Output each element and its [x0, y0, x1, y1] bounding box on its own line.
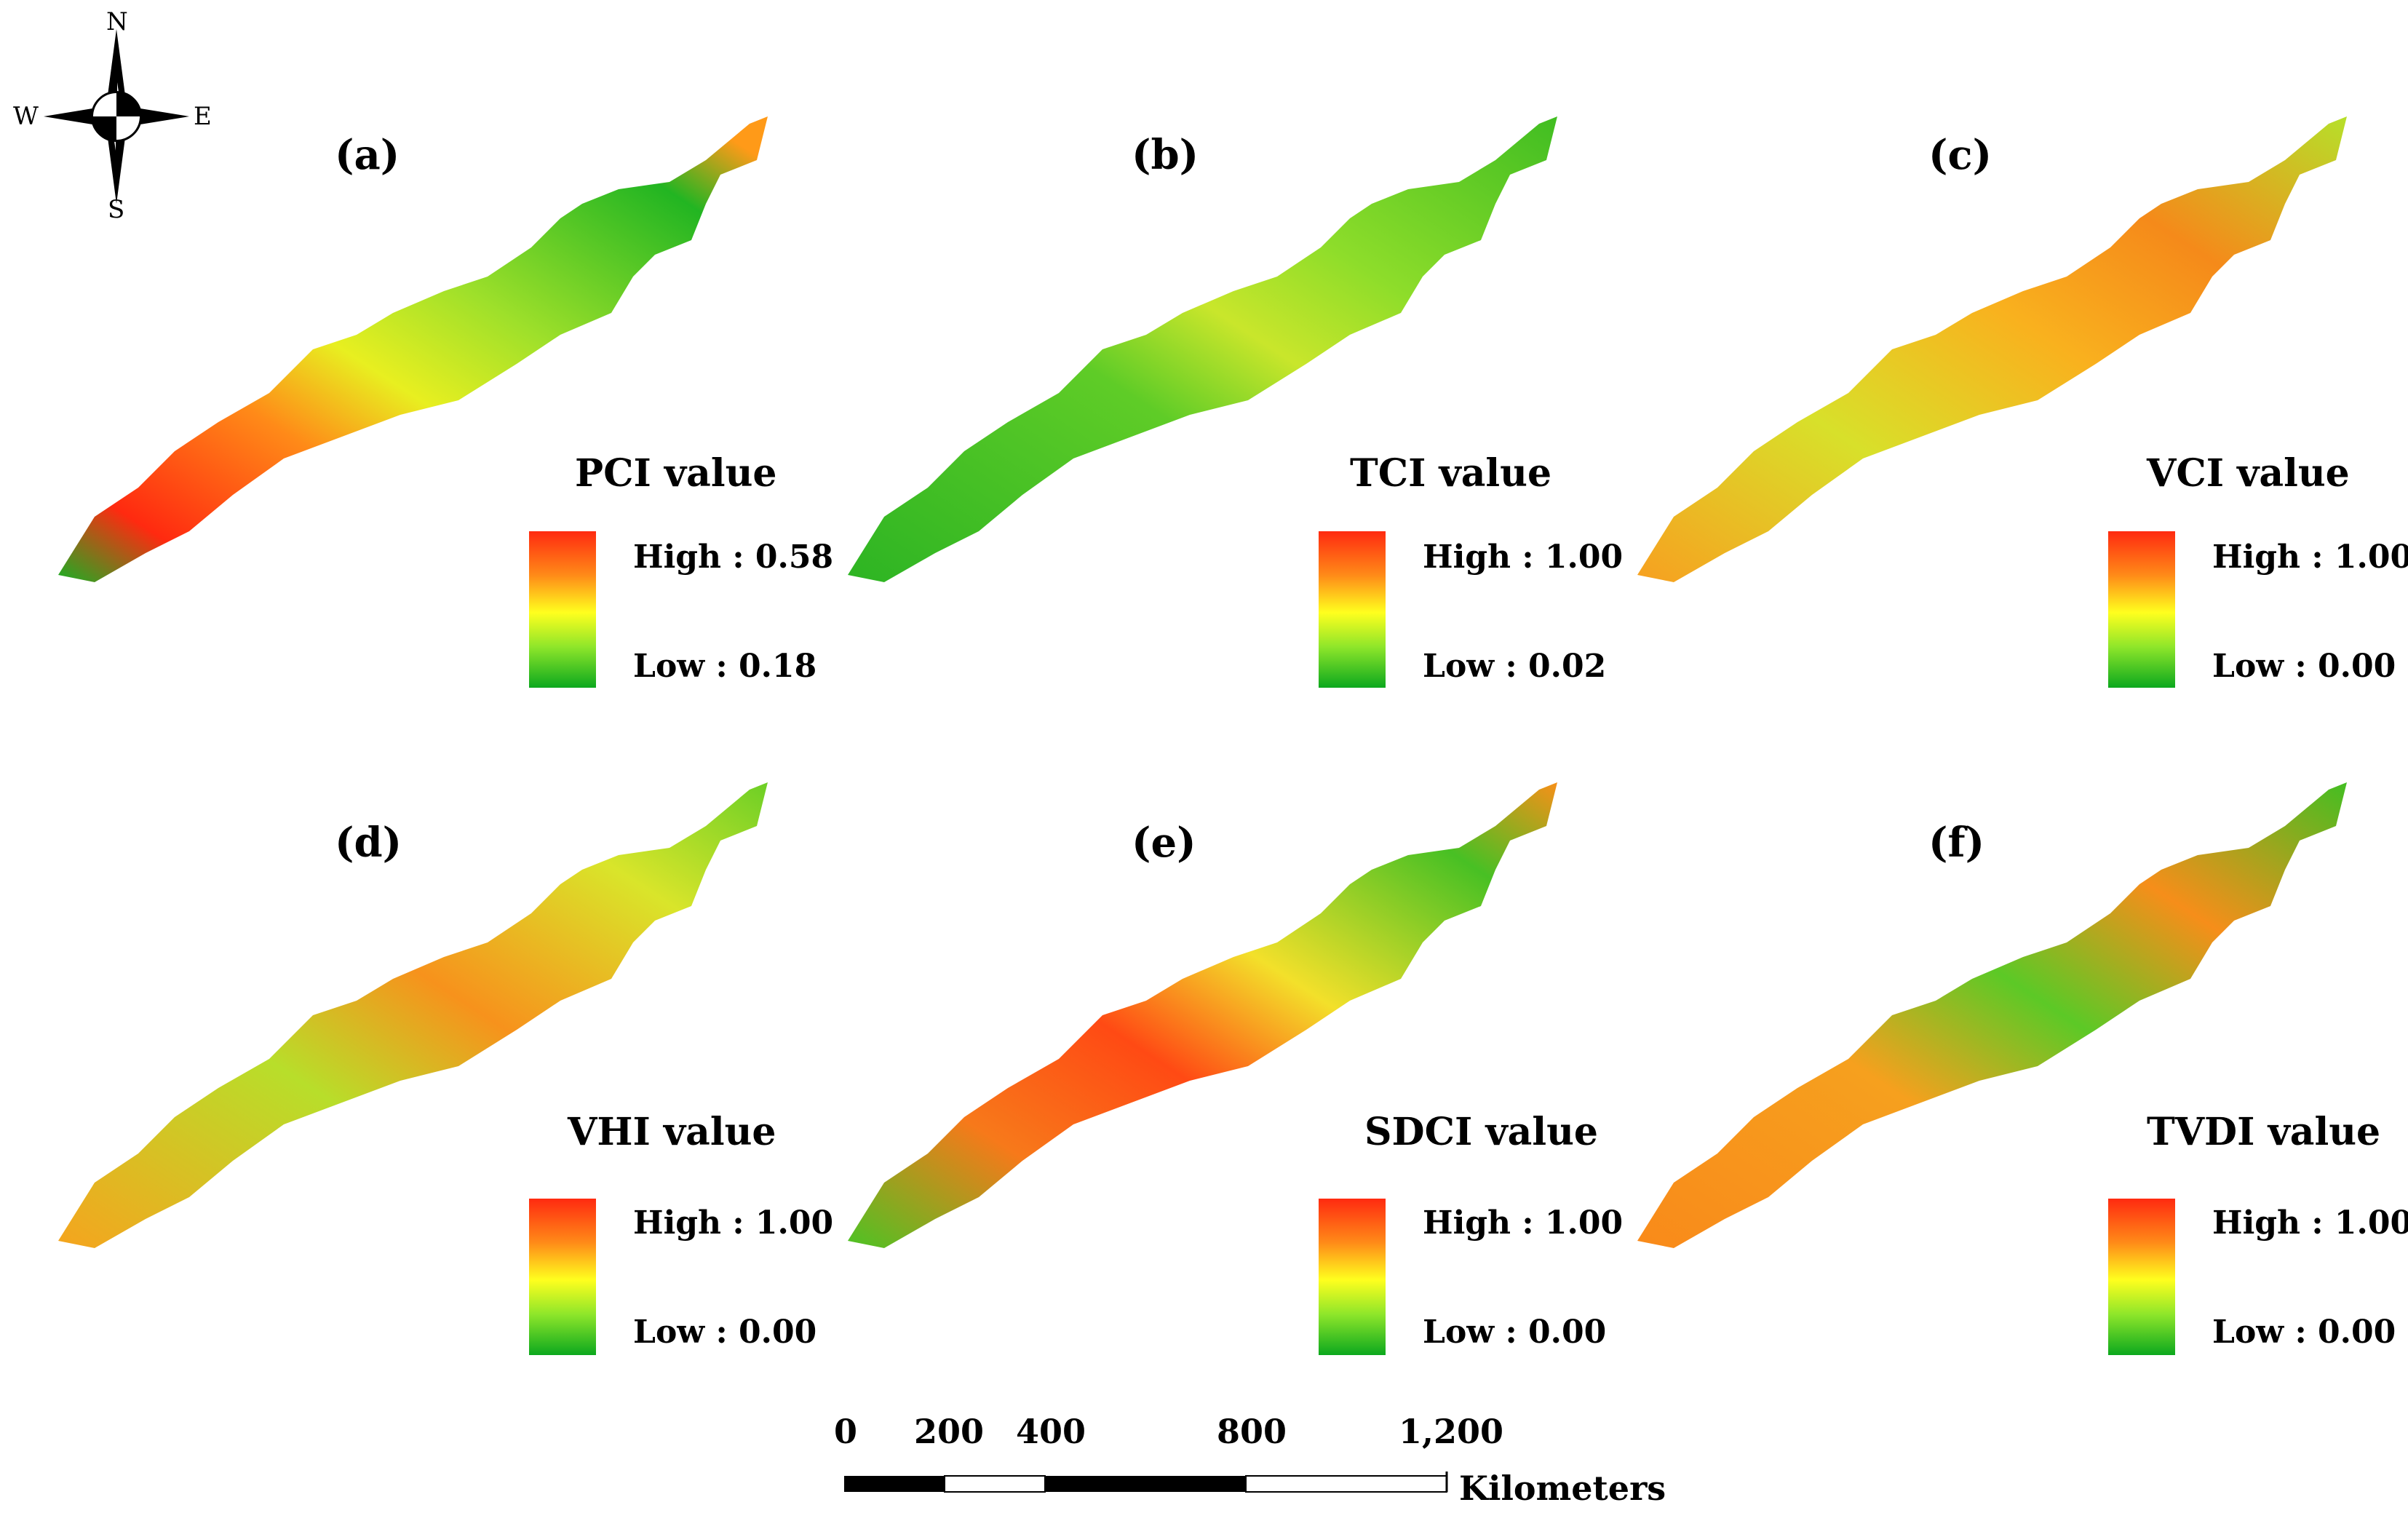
map-region-sdci	[848, 782, 1557, 1248]
legend-low: Low : 0.00	[1423, 1314, 1607, 1351]
legend-title: TCI value	[1350, 451, 1552, 496]
panel-label: (a)	[335, 131, 400, 179]
legend-low: Low : 0.00	[2212, 648, 2396, 685]
legend-high: High : 1.00	[1423, 1204, 1624, 1242]
legend-color-ramp	[1319, 1199, 1386, 1355]
compass-rose: N S W E	[0, 0, 233, 233]
panel-label: (f)	[1928, 819, 1985, 867]
compass-south: S	[108, 195, 125, 224]
legend-color-ramp	[2108, 1199, 2175, 1355]
scale-tick-label: 800	[1217, 1412, 1287, 1451]
compass-west: W	[13, 102, 39, 131]
legend-high: High : 0.58	[633, 539, 834, 576]
legend-title: VCI value	[2147, 451, 2350, 496]
legend-color-ramp	[2108, 531, 2175, 688]
map-region-tvdi	[1637, 782, 2347, 1248]
panel-vci: (c) VCI value High : 1.00 Low : 0.00	[1630, 109, 2408, 822]
legend-high: High : 1.00	[1423, 539, 1624, 576]
legend-high: High : 1.00	[633, 1204, 834, 1242]
panel-label: (b)	[1132, 131, 1199, 179]
map-region-vci	[1637, 116, 2347, 582]
panel-label: (e)	[1132, 819, 1196, 867]
legend-low: Low : 0.00	[633, 1314, 817, 1351]
scale-tick-label: 200	[914, 1412, 985, 1451]
legend-color-ramp	[529, 531, 596, 688]
scale-bar: 0 200 400 800 1,200 Kilometers	[834, 1412, 1717, 1508]
scale-tick-label: 0	[834, 1412, 858, 1451]
legend-high: High : 1.00	[2212, 1204, 2408, 1242]
scale-bar-graphic	[844, 1472, 1448, 1493]
panel-sdci: (e) SDCI value High : 1.00 Low : 0.00	[841, 775, 1641, 1488]
legend-low: Low : 0.02	[1423, 648, 1607, 685]
legend-low: Low : 0.18	[633, 648, 817, 685]
legend-title: VHI value	[568, 1110, 776, 1154]
legend-color-ramp	[529, 1199, 596, 1355]
scale-tick-label: 1,200	[1399, 1412, 1504, 1451]
scale-tick-label: 400	[1016, 1412, 1086, 1451]
compass-east: E	[194, 102, 212, 131]
legend-low: Low : 0.00	[2212, 1314, 2396, 1351]
legend-high: High : 1.00	[2212, 539, 2408, 576]
legend-title: PCI value	[575, 451, 777, 496]
compass-icon	[44, 29, 189, 204]
panel-label: (c)	[1928, 131, 1992, 179]
panel-pci: (a) PCI value High : 0.58 Low : 0.18	[51, 109, 851, 822]
panel-label: (d)	[335, 819, 402, 867]
legend-title: TVDI value	[2147, 1110, 2381, 1154]
legend-title: SDCI value	[1364, 1110, 1599, 1154]
compass-north: N	[106, 7, 128, 36]
scale-unit: Kilometers	[1459, 1469, 1666, 1508]
panel-vhi: (d) VHI value High : 1.00 Low : 0.00	[51, 775, 851, 1488]
map-region-tci	[848, 116, 1557, 582]
map-region-vhi	[58, 782, 768, 1248]
legend-color-ramp	[1319, 531, 1386, 688]
map-region-pci	[58, 116, 768, 582]
panel-tci: (b) TCI value High : 1.00 Low : 0.02	[841, 109, 1641, 822]
panel-tvdi: (f) TVDI value High : 1.00 Low : 0.00	[1630, 775, 2408, 1488]
